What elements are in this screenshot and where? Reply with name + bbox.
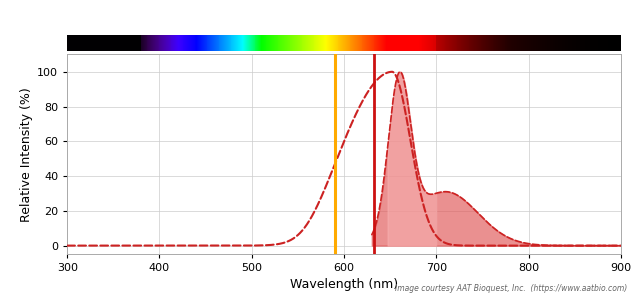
Text: Image courtesy AAT Bioquest, Inc.  (https://www.aatbio.com): Image courtesy AAT Bioquest, Inc. (https… bbox=[395, 283, 627, 293]
Y-axis label: Relative Intensity (%): Relative Intensity (%) bbox=[20, 87, 33, 222]
X-axis label: Wavelength (nm): Wavelength (nm) bbox=[290, 278, 398, 290]
